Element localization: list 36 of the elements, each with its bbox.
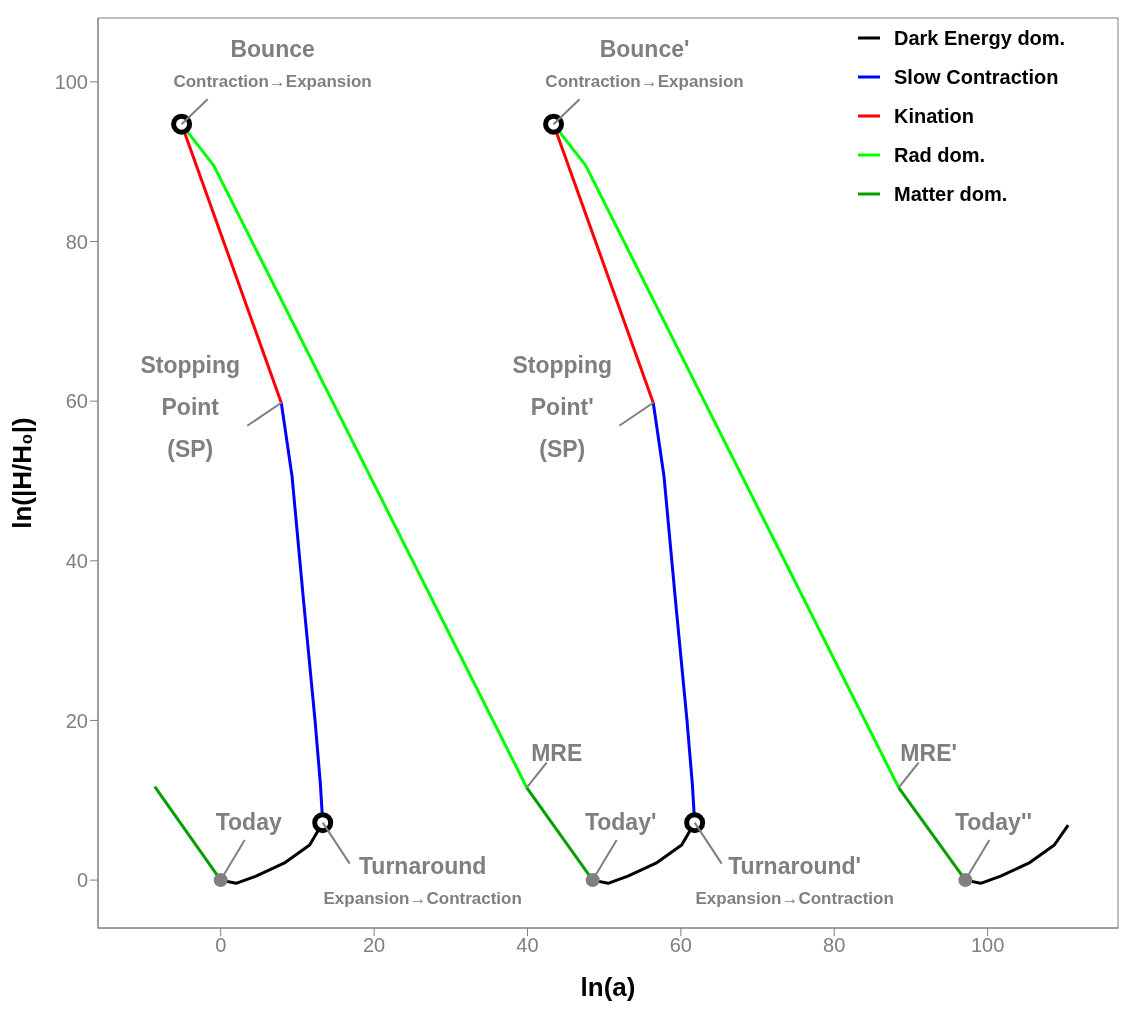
annotation: MRE — [531, 739, 583, 766]
x-tick-label: 20 — [362, 934, 386, 957]
annotation: Stopping Point' (SP) — [512, 351, 613, 462]
annotation: Today'' — [954, 809, 1032, 836]
point — [958, 873, 973, 888]
x-tick-label: 40 — [516, 934, 539, 957]
x-tick-label: 100 — [970, 934, 1005, 957]
x-tick-label: 0 — [215, 934, 227, 957]
annotation: Stopping Point (SP) — [140, 351, 241, 462]
annotation: Turnaround Expansion→Contraction — [323, 852, 522, 908]
x-tick-label: 80 — [823, 934, 846, 957]
x-tick-label: 60 — [669, 934, 692, 957]
legend-label: Rad dom. — [894, 144, 986, 166]
y-tick-label: 40 — [65, 549, 88, 572]
annotation: MRE' — [900, 739, 957, 766]
annotation: Bounce Contraction→Expansion — [173, 36, 372, 92]
annotation: Today' — [584, 809, 657, 836]
x-axis-title: ln(a) — [580, 972, 636, 1002]
annotation: Turnaround' Expansion→Contraction — [695, 852, 894, 908]
point — [543, 113, 565, 135]
point — [684, 812, 706, 834]
legend-label: Kination — [894, 105, 974, 127]
point — [585, 873, 600, 888]
y-tick-label: 0 — [76, 869, 88, 892]
annotation: Bounce' Contraction→Expansion — [545, 36, 744, 92]
y-tick-label: 80 — [65, 230, 88, 253]
legend-label: Matter dom. — [894, 183, 1008, 205]
point — [171, 113, 193, 135]
legend-label: Dark Energy dom. — [894, 27, 1066, 49]
y-tick-label: 60 — [65, 390, 88, 413]
y-tick-label: 100 — [54, 70, 88, 93]
annotation: Today — [215, 809, 282, 836]
legend-label: Slow Contraction — [894, 66, 1059, 88]
y-tick-label: 20 — [65, 709, 88, 732]
y-axis-title: ln(|H/H₀|) — [7, 417, 38, 529]
point — [312, 812, 334, 834]
